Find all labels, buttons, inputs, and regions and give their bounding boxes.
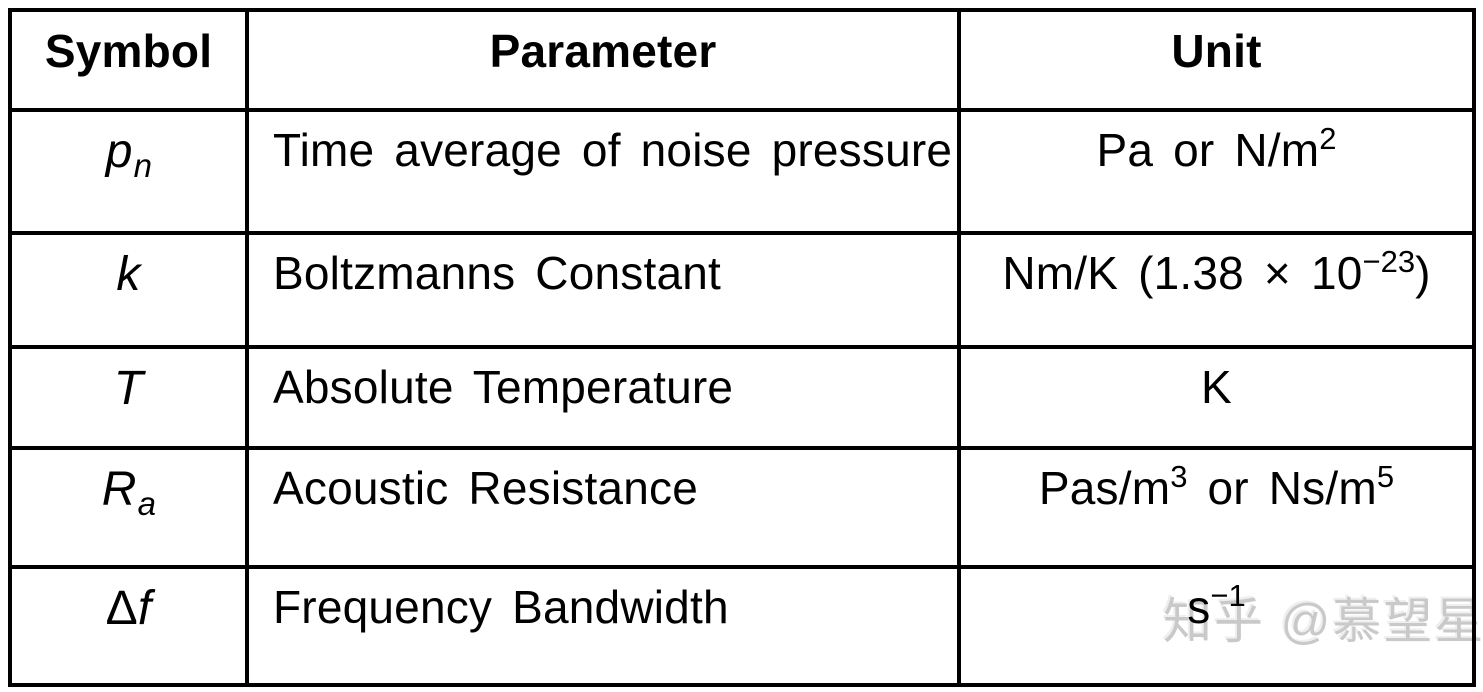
symbol-cell: Ra [8,446,249,569]
unit-superscript: 2 [1319,121,1337,156]
table-row: Ra Acoustic Resistance Pas/m3 or Ns/m5 [8,446,1476,569]
symbol-subscript: n [133,147,153,184]
table-row: T Absolute Temperature K [8,345,1476,450]
unit-superscript: 3 [1170,459,1188,494]
symbol-main: T [113,362,144,415]
parameter-cell: Absolute Temperature [245,345,961,450]
symbol-main: p [105,125,133,178]
table-row: k Boltzmanns Constant Nm/K (1.38 × 10−23… [8,231,1476,349]
header-parameter: Parameter [245,8,961,112]
symbol-main: k [116,248,141,301]
unit-text: Pa or N/m [1096,124,1320,176]
parameter-table: Symbol Parameter Unit pn Time average of… [8,8,1476,687]
table-row: pn Time average of noise pressure Pa or … [8,108,1476,235]
unit-text: or Ns/m [1187,462,1377,514]
unit-superscript: 5 [1376,459,1395,494]
symbol-main: f [137,582,152,635]
unit-text: ) [1415,247,1431,299]
symbol-prefix: Δ [105,582,138,635]
unit-cell: Nm/K (1.38 × 10−23) [957,231,1476,349]
unit-cell: s−1 [957,565,1476,687]
symbol-subscript: a [137,485,157,522]
header-unit: Unit [957,8,1476,112]
parameter-cell: Boltzmanns Constant [245,231,961,349]
unit-text: Nm/K (1.38 × 10 [1002,247,1363,299]
unit-text: Pas/m [1038,462,1171,514]
symbol-cell: T [8,345,249,450]
unit-text: K [1201,361,1232,413]
unit-text: s [1187,581,1211,633]
symbol-main: R [101,463,137,516]
header-symbol: Symbol [8,8,249,112]
header-row: Symbol Parameter Unit [8,8,1476,112]
symbol-cell: k [8,231,249,349]
unit-cell: Pas/m3 or Ns/m5 [957,446,1476,569]
unit-superscript: −1 [1210,578,1246,613]
parameter-cell: Time average of noise pressure [245,108,961,235]
unit-cell: Pa or N/m2 [957,108,1476,235]
parameter-cell: Frequency Bandwidth [245,565,961,687]
unit-superscript: −23 [1362,244,1416,279]
parameter-cell: Acoustic Resistance [245,446,961,569]
table-row: Δf Frequency Bandwidth s−1 [8,565,1476,687]
symbol-cell: pn [8,108,249,235]
symbol-cell: Δf [8,565,249,687]
unit-cell: K [957,345,1476,450]
